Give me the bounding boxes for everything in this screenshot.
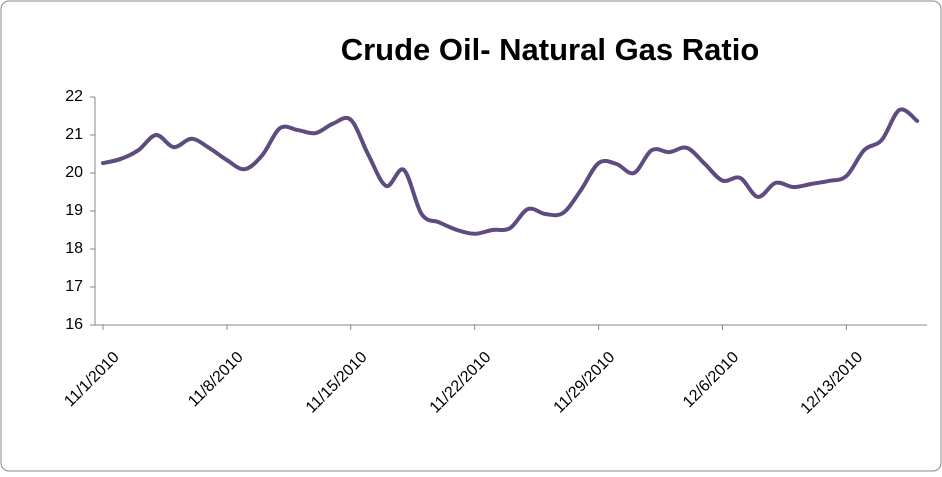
y-tick-label: 20 — [65, 164, 83, 181]
y-tick-label: 21 — [65, 126, 83, 143]
y-tick-label: 19 — [65, 202, 83, 219]
y-tick-label: 16 — [65, 316, 83, 333]
y-tick-label: 18 — [65, 240, 83, 257]
chart-title: Crude Oil- Natural Gas Ratio — [341, 32, 760, 67]
line-series — [101, 107, 920, 236]
y-tick-label: 17 — [65, 278, 83, 295]
y-tick-label: 22 — [65, 88, 83, 105]
